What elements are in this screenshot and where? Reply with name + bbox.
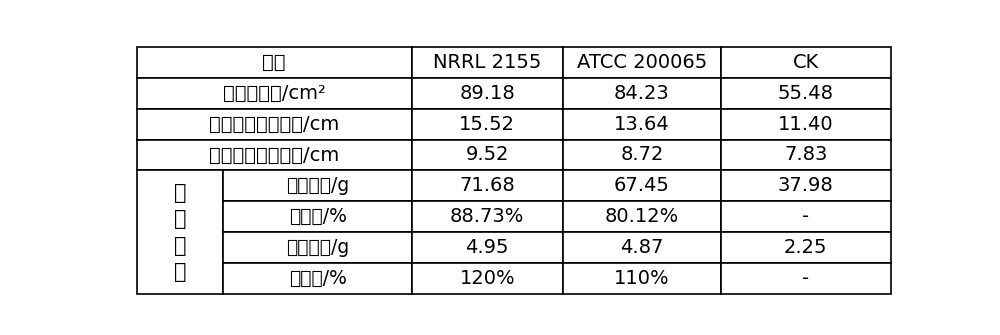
Text: CK: CK [793, 53, 819, 72]
Text: 55.48: 55.48 [778, 83, 834, 103]
Text: 地下部分/g: 地下部分/g [286, 238, 349, 257]
Bar [137, 139, 412, 171]
Text: 67.45: 67.45 [614, 177, 670, 195]
Bar [412, 232, 563, 263]
Text: 增长量/%: 增长量/% [289, 269, 347, 288]
Bar [412, 171, 563, 201]
Text: 地上部分/g: 地上部分/g [286, 177, 349, 195]
Bar [721, 171, 891, 201]
Text: 叶片平均最宽宽度/cm: 叶片平均最宽宽度/cm [209, 145, 339, 164]
Text: 叶片平均最长长度/cm: 叶片平均最长长度/cm [209, 115, 339, 134]
Text: 2.25: 2.25 [784, 238, 828, 257]
Text: 120%: 120% [459, 269, 515, 288]
Bar [223, 171, 412, 201]
Text: 110%: 110% [614, 269, 670, 288]
Text: 80.12%: 80.12% [605, 207, 679, 226]
Bar [563, 263, 721, 294]
Bar [223, 263, 412, 294]
Text: NRRL 2155: NRRL 2155 [433, 53, 541, 72]
Bar [721, 78, 891, 109]
Bar [412, 263, 563, 294]
Text: 处理: 处理 [262, 53, 286, 72]
Bar [223, 232, 412, 263]
Bar [721, 263, 891, 294]
Text: 89.18: 89.18 [459, 83, 515, 103]
Bar [563, 139, 721, 171]
Text: 13.64: 13.64 [614, 115, 670, 134]
Text: -: - [802, 207, 809, 226]
Bar [563, 232, 721, 263]
Bar [412, 139, 563, 171]
Bar [223, 201, 412, 232]
Text: 84.23: 84.23 [614, 83, 670, 103]
Bar [563, 47, 721, 78]
Text: ATCC 200065: ATCC 200065 [577, 53, 707, 72]
Bar [412, 78, 563, 109]
Text: 9.52: 9.52 [466, 145, 509, 164]
Bar [563, 109, 721, 139]
Text: 11.40: 11.40 [778, 115, 834, 134]
Bar [563, 78, 721, 109]
Text: 平
均
鲜
重: 平 均 鲜 重 [174, 183, 186, 282]
Text: 4.95: 4.95 [466, 238, 509, 257]
Text: 4.87: 4.87 [620, 238, 664, 257]
Bar [721, 201, 891, 232]
Text: 88.73%: 88.73% [450, 207, 524, 226]
Bar [412, 201, 563, 232]
Bar [721, 232, 891, 263]
Text: 7.83: 7.83 [784, 145, 828, 164]
Bar [137, 109, 412, 139]
Bar [137, 78, 412, 109]
Bar [137, 171, 223, 294]
Bar [721, 109, 891, 139]
Text: -: - [802, 269, 809, 288]
Bar [721, 139, 891, 171]
Bar [563, 171, 721, 201]
Bar [137, 47, 412, 78]
Text: 71.68: 71.68 [459, 177, 515, 195]
Bar [563, 201, 721, 232]
Bar [412, 109, 563, 139]
Text: 平均叶面积/cm²: 平均叶面积/cm² [223, 83, 326, 103]
Text: 15.52: 15.52 [459, 115, 515, 134]
Bar [721, 47, 891, 78]
Bar [412, 47, 563, 78]
Text: 8.72: 8.72 [620, 145, 664, 164]
Text: 37.98: 37.98 [778, 177, 834, 195]
Text: 增长量/%: 增长量/% [289, 207, 347, 226]
